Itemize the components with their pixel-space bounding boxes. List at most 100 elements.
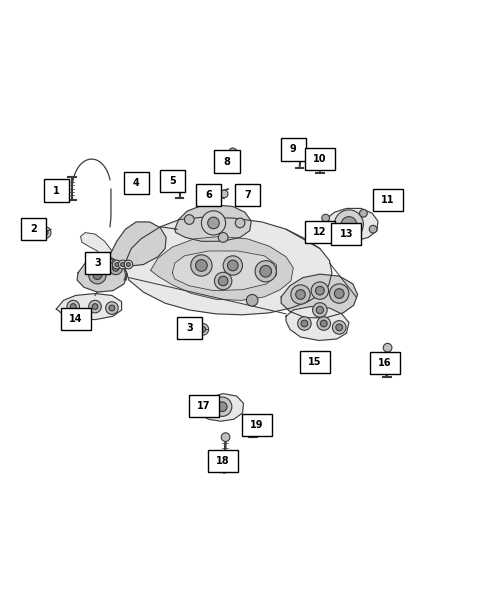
FancyBboxPatch shape (280, 138, 305, 161)
Text: 11: 11 (380, 195, 393, 205)
Circle shape (249, 418, 257, 426)
Polygon shape (80, 233, 112, 257)
Circle shape (228, 148, 236, 155)
Text: 18: 18 (216, 456, 229, 466)
Text: 2: 2 (30, 224, 37, 234)
Circle shape (320, 232, 326, 239)
Circle shape (317, 150, 324, 157)
Circle shape (217, 402, 227, 412)
FancyBboxPatch shape (159, 170, 184, 192)
Circle shape (340, 217, 356, 232)
Circle shape (89, 300, 101, 313)
Polygon shape (281, 274, 357, 317)
FancyBboxPatch shape (123, 172, 149, 194)
Text: 17: 17 (197, 401, 210, 411)
FancyBboxPatch shape (300, 351, 329, 373)
Circle shape (126, 263, 130, 266)
Circle shape (312, 303, 326, 317)
FancyBboxPatch shape (242, 414, 272, 436)
FancyBboxPatch shape (196, 184, 221, 207)
Circle shape (175, 171, 183, 178)
Circle shape (106, 302, 118, 315)
FancyBboxPatch shape (372, 189, 402, 211)
Polygon shape (77, 258, 127, 292)
Circle shape (227, 260, 238, 271)
FancyBboxPatch shape (208, 450, 238, 472)
Circle shape (235, 218, 244, 228)
Circle shape (325, 231, 333, 239)
Circle shape (67, 300, 79, 313)
Polygon shape (198, 393, 243, 421)
Circle shape (259, 266, 271, 277)
Polygon shape (172, 251, 276, 290)
Circle shape (89, 266, 106, 284)
FancyBboxPatch shape (331, 223, 361, 245)
Text: 8: 8 (223, 157, 230, 167)
Circle shape (92, 304, 98, 309)
Text: 1: 1 (53, 186, 60, 196)
FancyBboxPatch shape (188, 395, 218, 417)
Circle shape (311, 282, 328, 299)
FancyBboxPatch shape (369, 352, 399, 374)
Text: 3: 3 (94, 258, 101, 268)
Text: 3: 3 (185, 323, 192, 333)
Circle shape (295, 290, 305, 299)
Circle shape (290, 285, 310, 304)
Circle shape (297, 317, 311, 330)
Text: 12: 12 (313, 227, 326, 237)
FancyBboxPatch shape (21, 218, 46, 240)
Circle shape (315, 286, 324, 295)
Text: 19: 19 (250, 420, 263, 430)
Circle shape (368, 226, 376, 233)
Circle shape (332, 320, 345, 334)
Circle shape (333, 210, 363, 239)
Polygon shape (124, 217, 331, 315)
FancyBboxPatch shape (60, 307, 91, 330)
Polygon shape (174, 205, 251, 241)
Circle shape (255, 261, 276, 282)
Text: 7: 7 (243, 190, 250, 200)
Circle shape (335, 324, 342, 331)
Circle shape (342, 232, 352, 243)
Polygon shape (151, 236, 293, 300)
Text: 9: 9 (289, 144, 296, 154)
Circle shape (109, 305, 115, 311)
Circle shape (246, 190, 253, 196)
Circle shape (109, 261, 122, 274)
Polygon shape (319, 209, 377, 241)
Circle shape (221, 433, 229, 442)
Circle shape (93, 271, 102, 280)
Circle shape (317, 317, 330, 330)
Circle shape (42, 230, 48, 236)
Circle shape (184, 215, 194, 224)
FancyBboxPatch shape (214, 150, 239, 173)
Circle shape (199, 326, 205, 332)
Circle shape (39, 227, 51, 239)
Circle shape (329, 284, 348, 303)
FancyBboxPatch shape (304, 220, 334, 243)
Circle shape (321, 214, 329, 222)
Circle shape (246, 294, 257, 306)
Circle shape (190, 255, 212, 276)
FancyBboxPatch shape (44, 180, 69, 201)
FancyBboxPatch shape (304, 148, 334, 170)
Polygon shape (56, 293, 121, 320)
FancyBboxPatch shape (176, 317, 201, 339)
Circle shape (316, 306, 323, 313)
Circle shape (296, 142, 304, 150)
Circle shape (382, 343, 391, 352)
Text: 4: 4 (133, 178, 139, 188)
Circle shape (70, 304, 76, 309)
Circle shape (306, 360, 318, 372)
Polygon shape (109, 222, 166, 266)
Circle shape (201, 211, 225, 235)
Polygon shape (286, 307, 348, 340)
Text: 10: 10 (313, 154, 326, 164)
Circle shape (317, 229, 329, 242)
Text: 13: 13 (339, 229, 352, 239)
FancyBboxPatch shape (234, 184, 259, 207)
Circle shape (320, 320, 326, 327)
Text: 15: 15 (308, 357, 321, 367)
Circle shape (301, 320, 307, 327)
Circle shape (121, 263, 124, 266)
